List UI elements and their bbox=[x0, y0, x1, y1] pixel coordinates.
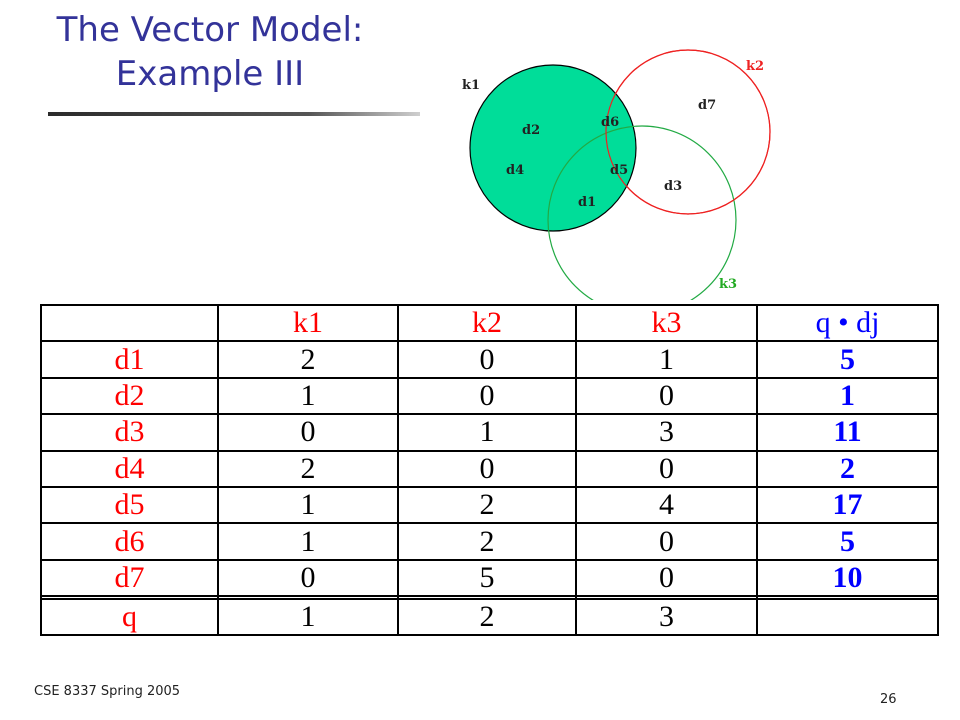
k3-circle bbox=[547, 125, 737, 300]
row-label: d5 bbox=[41, 487, 218, 524]
header-k1: k1 bbox=[218, 305, 398, 342]
table-row: d4 2 0 0 2 bbox=[41, 450, 938, 488]
cell-k2: 1 bbox=[398, 414, 576, 451]
d7-label: d7 bbox=[698, 98, 716, 113]
cell-score: 5 bbox=[757, 523, 938, 560]
table-row: d6 1 2 0 5 bbox=[41, 523, 938, 560]
query-row: q 1 2 3 bbox=[41, 598, 938, 635]
k2-circle-overlay bbox=[605, 49, 771, 215]
table-row: d2 1 0 0 1 bbox=[41, 377, 938, 415]
cell-score: 11 bbox=[757, 414, 938, 451]
cell-k3: 0 bbox=[576, 450, 757, 488]
cell-k3: 0 bbox=[576, 377, 757, 415]
table-row: d7 0 5 0 10 bbox=[41, 559, 938, 597]
header-row: k1 k2 k3 q • dj bbox=[41, 305, 938, 342]
term-weight-table: k1 k2 k3 q • dj d1 2 0 1 5 d2 1 0 0 1 d3… bbox=[40, 304, 939, 636]
cell-k1: 0 bbox=[218, 414, 398, 451]
header-k3: k3 bbox=[576, 305, 757, 342]
cell-k3: 3 bbox=[576, 414, 757, 451]
table-row: d5 1 2 4 17 bbox=[41, 487, 938, 524]
cell-k2: 5 bbox=[398, 559, 576, 597]
cell-score: 17 bbox=[757, 487, 938, 524]
cell-score: 10 bbox=[757, 559, 938, 597]
k2-label: k2 bbox=[746, 59, 764, 74]
d3-label: d3 bbox=[664, 179, 682, 194]
cell-k1: 0 bbox=[218, 559, 398, 597]
page-number: 26 bbox=[880, 692, 897, 707]
cell-k2: 2 bbox=[398, 487, 576, 524]
title-line-1: The Vector Model: bbox=[56, 10, 364, 50]
cell-score: 1 bbox=[757, 377, 938, 415]
cell-k2: 2 bbox=[398, 523, 576, 560]
row-label: d2 bbox=[41, 377, 218, 415]
d5-label: d5 bbox=[610, 163, 628, 178]
title-line-2: Example III bbox=[115, 54, 305, 94]
row-label: d4 bbox=[41, 450, 218, 488]
cell-score bbox=[757, 596, 938, 599]
cell-k3: 4 bbox=[576, 487, 757, 524]
cell-k2: 0 bbox=[398, 450, 576, 488]
cell-k3: 1 bbox=[576, 341, 757, 378]
d1-label: d1 bbox=[578, 195, 596, 210]
cell-k2: 2 bbox=[398, 598, 576, 635]
k3-label: k3 bbox=[719, 277, 737, 292]
cell-score bbox=[757, 598, 938, 635]
d4-label: d4 bbox=[506, 163, 524, 178]
cell-k1 bbox=[218, 596, 398, 599]
title-underline bbox=[48, 112, 420, 116]
row-label: d3 bbox=[41, 414, 218, 451]
cell-k1: 2 bbox=[218, 341, 398, 378]
cell-k2: 0 bbox=[398, 377, 576, 415]
cell-k2 bbox=[398, 596, 576, 599]
table-row: d3 0 1 3 11 bbox=[41, 414, 938, 451]
header-k2: k2 bbox=[398, 305, 576, 342]
cell-k1: 1 bbox=[218, 598, 398, 635]
cell-k3: 0 bbox=[576, 523, 757, 560]
cell-k1: 2 bbox=[218, 450, 398, 488]
table-row-empty bbox=[41, 596, 938, 599]
cell-k3: 3 bbox=[576, 598, 757, 635]
row-label: d7 bbox=[41, 559, 218, 597]
header-blank bbox=[41, 305, 218, 342]
cell-k1: 1 bbox=[218, 377, 398, 415]
d6-label: d6 bbox=[601, 115, 619, 130]
cell-k1: 1 bbox=[218, 523, 398, 560]
cell-k3: 0 bbox=[576, 559, 757, 597]
table-row: d1 2 0 1 5 bbox=[41, 341, 938, 378]
k1-circle bbox=[469, 64, 637, 232]
cell-score: 5 bbox=[757, 341, 938, 378]
slide-title: The Vector Model: Example III bbox=[40, 8, 380, 96]
row-label: d6 bbox=[41, 523, 218, 560]
row-label: q bbox=[41, 598, 218, 635]
header-score: q • dj bbox=[757, 305, 938, 342]
cell-k2: 0 bbox=[398, 341, 576, 378]
cell-k3 bbox=[576, 596, 757, 599]
cell-k1: 1 bbox=[218, 487, 398, 524]
row-label: d1 bbox=[41, 341, 218, 378]
footer-course: CSE 8337 Spring 2005 bbox=[34, 684, 181, 699]
row-label bbox=[41, 596, 218, 599]
k1-label: k1 bbox=[462, 78, 480, 93]
d2-label: d2 bbox=[522, 123, 540, 138]
venn-diagram: k1 k2 k3 d2 d6 d7 d4 d5 d3 d1 bbox=[462, 49, 771, 300]
cell-score: 2 bbox=[757, 450, 938, 488]
